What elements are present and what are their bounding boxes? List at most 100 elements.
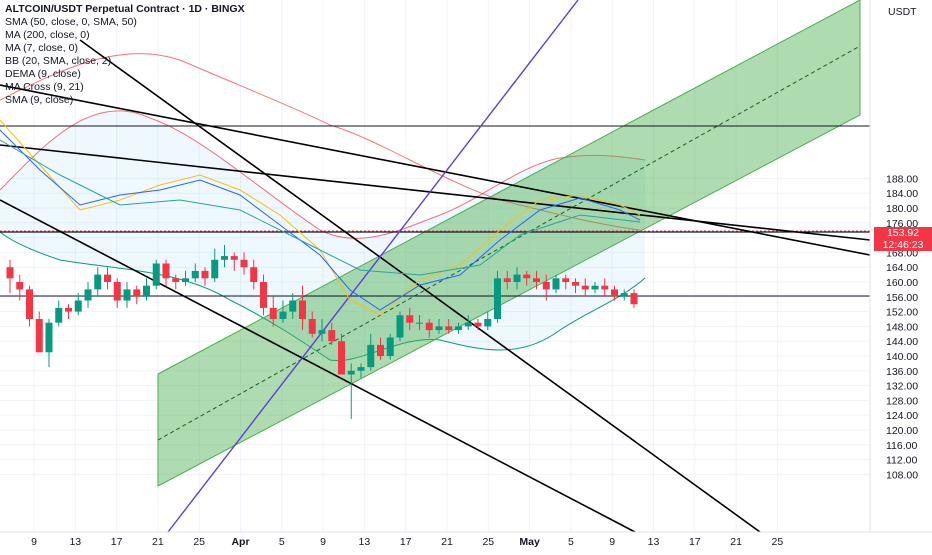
price-tick-label: 148.00 xyxy=(886,321,918,333)
candles-group xyxy=(6,245,638,419)
indicator-bb[interactable]: BB (20, SMA, close, 2) xyxy=(5,55,112,67)
candle-body xyxy=(65,307,72,312)
price-tick-label: 164.00 xyxy=(886,262,918,274)
candle-body xyxy=(94,274,102,290)
time-tick-label: 9 xyxy=(31,536,37,548)
candle-body xyxy=(474,322,482,327)
candle-body xyxy=(35,319,43,353)
bollinger-upper-line xyxy=(0,110,646,239)
time-tick-label: 17 xyxy=(689,536,701,548)
candle-body xyxy=(445,326,453,331)
indicator-ma200[interactable]: MA (200, close, 0) xyxy=(5,29,90,41)
candle-body xyxy=(494,278,501,319)
candle-body xyxy=(347,370,355,375)
candle-body xyxy=(162,263,170,279)
trendline-2 xyxy=(0,84,871,256)
price-unit-label: USDT xyxy=(888,6,917,18)
candle-body xyxy=(230,256,238,260)
candle-body xyxy=(367,344,375,368)
candle-body xyxy=(133,289,141,297)
price-tick-label: 132.00 xyxy=(886,381,918,393)
candle-body xyxy=(416,322,423,324)
bollinger-lower-line xyxy=(0,231,646,362)
indicator-dema[interactable]: DEMA (9, close) xyxy=(5,68,81,80)
time-tick-label: 25 xyxy=(193,536,205,548)
time-tick-label: 5 xyxy=(568,536,574,548)
candle-body xyxy=(328,330,336,342)
bollinger-band-fill xyxy=(0,110,645,361)
candle-body xyxy=(620,293,628,297)
candle-body xyxy=(377,344,384,356)
sma50-line xyxy=(0,139,641,276)
price-tick-label: 136.00 xyxy=(886,366,918,378)
price-tick-label: 120.00 xyxy=(886,425,918,437)
candle-body xyxy=(318,330,326,334)
blue-trendline xyxy=(167,0,579,533)
time-tick-label: 25 xyxy=(772,536,784,548)
price-tick-label: 188.00 xyxy=(886,173,918,185)
candle-body xyxy=(152,263,160,286)
time-tick-label: 21 xyxy=(152,536,164,548)
ma7-line xyxy=(0,129,641,311)
candle-body xyxy=(84,289,92,301)
time-tick-label: 21 xyxy=(441,536,453,548)
candle-body xyxy=(260,282,267,308)
candle-body xyxy=(191,270,199,279)
candle-body xyxy=(630,293,638,305)
price-tick-label: 176.00 xyxy=(886,218,918,230)
time-tick-label: 9 xyxy=(320,536,326,548)
time-axis: 9 13 17 21 25 Apr 5 9 13 17 21 25 May 5 9 13 17 21 25 xyxy=(0,531,932,548)
price-tick-label: 140.00 xyxy=(886,351,918,363)
candle-body xyxy=(601,285,609,290)
candle-body xyxy=(123,289,131,301)
trendline-4 xyxy=(79,39,761,533)
candle-body xyxy=(74,300,82,312)
candle-body xyxy=(308,319,316,334)
last-price-tag: 153.92 xyxy=(874,227,932,239)
candle-body xyxy=(455,326,462,331)
time-tick-label: 25 xyxy=(482,536,494,548)
indicator-ma7[interactable]: MA (7, close, 0) xyxy=(5,42,78,54)
grid-lines xyxy=(0,0,870,532)
candle-body xyxy=(299,300,306,319)
candle-body xyxy=(396,315,404,338)
time-tick-label: 5 xyxy=(279,536,285,548)
candle-body xyxy=(16,282,24,290)
trendline-3 xyxy=(0,199,636,533)
price-tick-label: 156.00 xyxy=(886,292,918,304)
candle-body xyxy=(542,282,550,290)
candle-body xyxy=(513,274,521,282)
candle-body xyxy=(552,278,560,290)
candle-body xyxy=(357,367,365,371)
candle-body xyxy=(269,307,277,319)
price-tick-label: 160.00 xyxy=(886,277,918,289)
indicator-sma9[interactable]: SMA (9, close) xyxy=(5,94,74,106)
candle-body xyxy=(523,274,531,279)
candle-body xyxy=(26,289,33,319)
time-tick-label: 13 xyxy=(69,536,81,548)
price-axis: 188.00184.00180.00176.00172.00168.00164.… xyxy=(869,0,918,532)
candle-body xyxy=(406,315,414,323)
price-tick-label: 124.00 xyxy=(886,410,918,422)
trendline-1 xyxy=(0,144,871,241)
indicator-sma50[interactable]: SMA (50, close, 0, SMA, 50) xyxy=(5,16,137,28)
symbol-title[interactable]: ALTCOIN/USDT Perpetual Contract · 1D · B… xyxy=(5,3,245,15)
price-tick-label: 180.00 xyxy=(886,203,918,215)
candle-body xyxy=(182,278,189,282)
candle-body xyxy=(201,270,209,279)
time-tick-label: 13 xyxy=(648,536,660,548)
price-tick-label: 108.00 xyxy=(886,469,918,481)
price-tick-label: 184.00 xyxy=(886,188,918,200)
indicator-ma-cross[interactable]: MA Cross (9, 21) xyxy=(5,81,84,93)
time-tick-label: 17 xyxy=(111,536,123,548)
candle-body xyxy=(611,289,618,297)
candle-body xyxy=(221,256,228,260)
candle-body xyxy=(338,341,345,375)
time-tick-label: May xyxy=(519,536,540,548)
indicator-legend: ALTCOIN/USDT Perpetual Contract · 1D · B… xyxy=(5,3,245,107)
candle-body xyxy=(533,278,540,282)
price-tick-label: 116.00 xyxy=(886,440,917,452)
candle-body xyxy=(464,322,472,327)
